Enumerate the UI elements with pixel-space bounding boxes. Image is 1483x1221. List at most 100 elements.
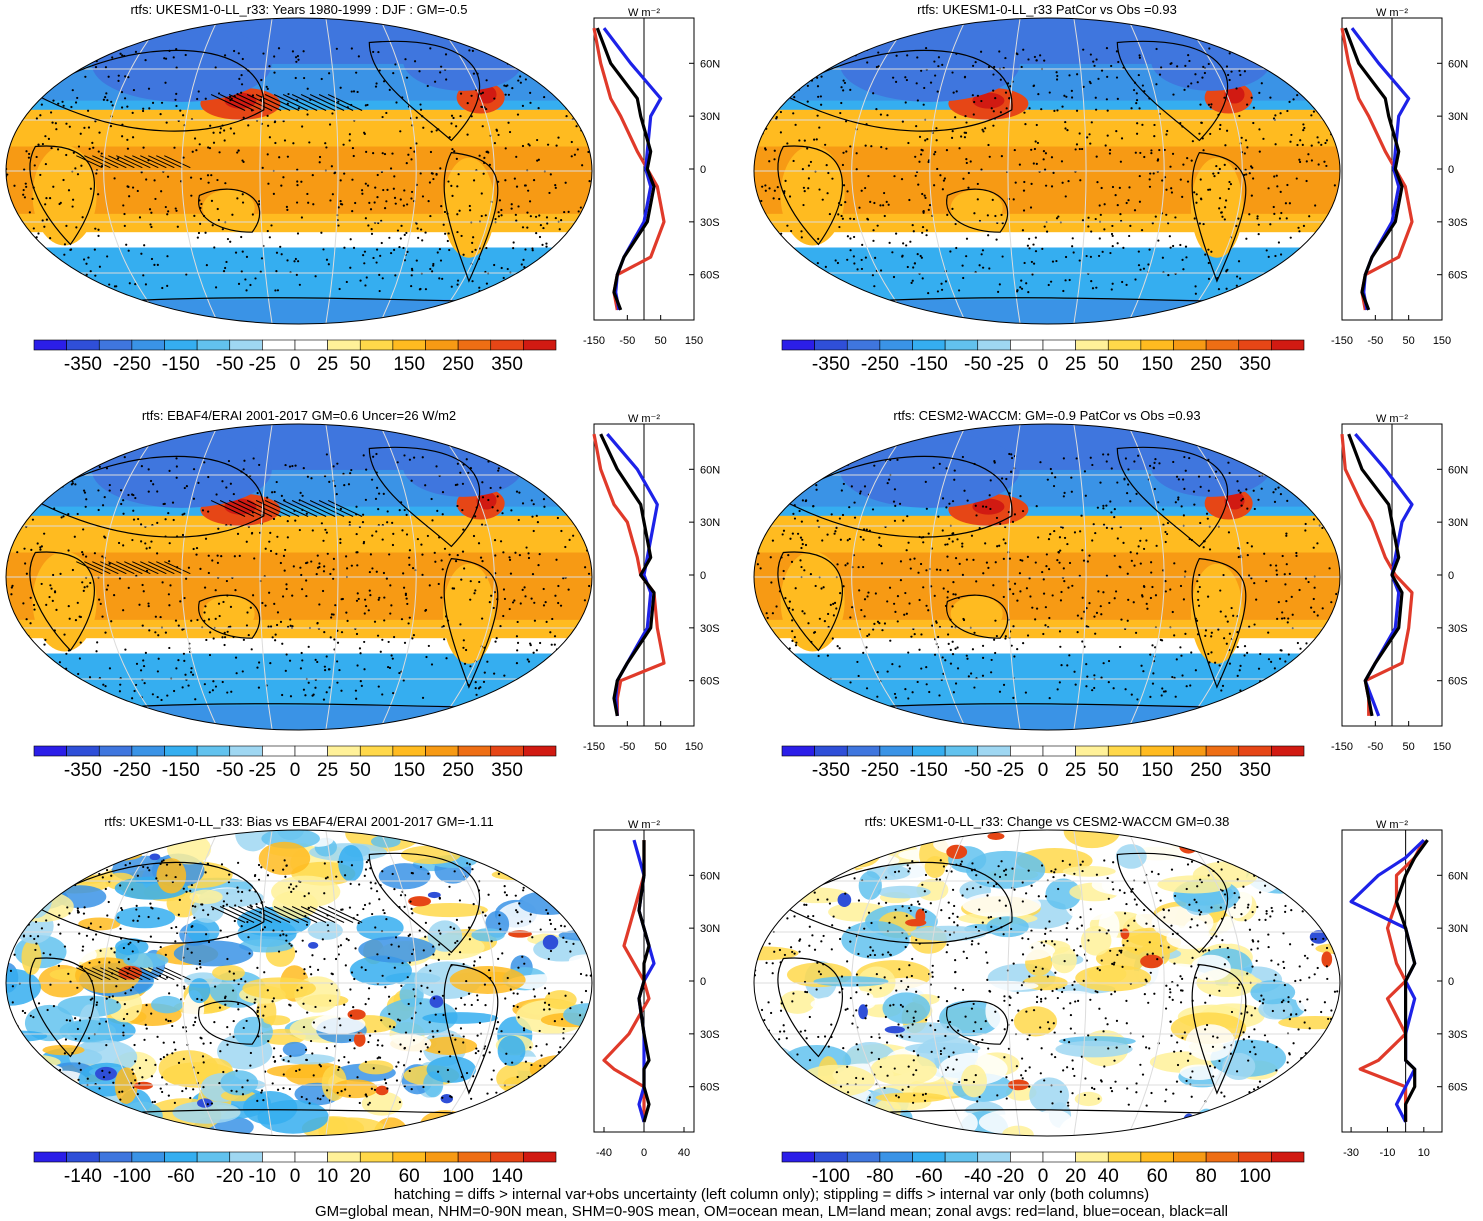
colorbar-swatch — [1042, 339, 1076, 351]
colorbar-label: -250 — [113, 354, 151, 375]
colorbar-swatch — [1271, 339, 1305, 351]
zonal-xtick-label: -150 — [583, 741, 605, 753]
zonal-mean-plot: W m⁻² 60N 30N 0 30S 60S -150 -50 50 150 — [1331, 413, 1468, 753]
panel-title: rtfs: UKESM1-0-LL_r33: Change vs CESM2-W… — [865, 814, 1230, 829]
colorbar-swatch — [490, 745, 524, 757]
zonal-xtick-label: -150 — [1331, 741, 1353, 753]
zonal-mean-plot: W m⁻² 60N 30N 0 30S 60S -150 -50 50 150 — [583, 7, 720, 347]
zonal-units: W m⁻² — [628, 413, 660, 425]
zonal-ytick-label: 60S — [700, 676, 720, 688]
colorbar-swatch — [33, 339, 67, 351]
zonal-xtick-label: -50 — [1367, 335, 1383, 347]
colorbar-swatch — [262, 745, 296, 757]
colorbar-label: -250 — [861, 354, 899, 375]
south-america-outline — [1191, 558, 1247, 689]
colorbar-swatch — [359, 1151, 394, 1163]
colorbar-label: -20 — [216, 1166, 243, 1187]
colorbar-swatch — [1205, 745, 1240, 757]
africa-outline — [777, 957, 843, 1058]
colorbar-label: 50 — [350, 354, 371, 375]
eurasia-outline — [782, 455, 1013, 538]
colorbar-label: 25 — [1065, 760, 1086, 781]
colorbar-swatch — [977, 745, 1011, 757]
africa-outline — [29, 957, 95, 1058]
colorbar-label: 0 — [1038, 1166, 1049, 1187]
colorbar-label: -50 — [216, 354, 243, 375]
colorbar-label: 350 — [1239, 760, 1271, 781]
australia-outline — [198, 188, 261, 233]
map-field — [754, 424, 1340, 730]
colorbar-label: -350 — [812, 760, 850, 781]
north-america-outline — [368, 40, 481, 142]
zonal-ytick-label: 30N — [1448, 517, 1468, 529]
colorbar-label: 50 — [1098, 760, 1119, 781]
colorbar-label: -50 — [216, 760, 243, 781]
colorbar-swatch — [66, 745, 100, 757]
africa-outline — [777, 551, 843, 652]
africa-outline — [29, 145, 95, 246]
colorbar-swatch — [392, 745, 426, 757]
colorbar-label: -150 — [910, 760, 948, 781]
zonal-units: W m⁻² — [628, 7, 660, 19]
colorbar-label: -250 — [861, 760, 899, 781]
colorbar: -350 -250 -150 -50 -25 0 25 50 150 250 350 — [33, 339, 557, 375]
colorbar-label: 250 — [442, 760, 474, 781]
colorbar-label: 50 — [350, 760, 371, 781]
colorbar-label: 100 — [442, 1166, 474, 1187]
colorbar-swatch — [1173, 339, 1207, 351]
africa-outline — [777, 145, 843, 246]
north-america-outline — [368, 852, 481, 954]
colorbar-label: 50 — [1098, 354, 1119, 375]
colorbar-label: 10 — [317, 1166, 338, 1187]
colorbar-label: -150 — [162, 354, 200, 375]
colorbar: -350 -250 -150 -50 -25 0 25 50 150 250 350 — [781, 745, 1305, 781]
panel-5: rtfs: UKESM1-0-LL_r33: Bias vs EBAF4/ERA… — [5, 814, 720, 1187]
australia-outline — [946, 594, 1009, 639]
colorbar-label: 25 — [317, 354, 338, 375]
colorbar-swatch — [1042, 1151, 1076, 1163]
panel-title: rtfs: UKESM1-0-LL_r33: Bias vs EBAF4/ERA… — [104, 814, 494, 829]
zonal-line-all — [595, 27, 656, 311]
colorbar-label: -100 — [812, 1166, 850, 1187]
zonal-frame — [1341, 829, 1443, 1133]
colorbar-label: -60 — [167, 1166, 194, 1187]
colorbar-label: -140 — [64, 1166, 102, 1187]
colorbar-swatch — [1271, 1151, 1305, 1163]
zonal-ytick-label: 0 — [1448, 570, 1454, 582]
map-field — [6, 830, 592, 1136]
colorbar-swatch — [1238, 1151, 1272, 1163]
colorbar: -140 -100 -60 -20 -10 0 10 20 60 100 140 — [33, 1151, 557, 1187]
colorbar-swatch — [425, 745, 459, 757]
colorbar-swatch — [1075, 1151, 1109, 1163]
colorbar-label: -25 — [249, 760, 276, 781]
panel-2: rtfs: UKESM1-0-LL_r33 PatCor vs Obs =0.9… — [753, 2, 1468, 375]
zonal-ytick-label: 30N — [700, 111, 720, 123]
zonal-line-all — [599, 433, 656, 717]
graticule — [754, 18, 1340, 324]
colorbar-swatch — [977, 339, 1011, 351]
colorbar-swatch — [781, 1151, 815, 1163]
colorbar-swatch — [196, 1151, 231, 1163]
colorbar-swatch — [1075, 339, 1109, 351]
colorbar-swatch — [814, 339, 848, 351]
australia-outline — [946, 1000, 1009, 1045]
colorbar-label: 0 — [1038, 354, 1049, 375]
zonal-xtick-label: 150 — [685, 741, 703, 753]
zonal-xtick-label: -50 — [1367, 741, 1383, 753]
australia-outline — [198, 594, 261, 639]
zonal-ytick-label: 0 — [1448, 164, 1454, 176]
colorbar-label: -250 — [113, 760, 151, 781]
eurasia-outline — [34, 49, 265, 132]
zonal-ytick-label: 60S — [1448, 1082, 1468, 1094]
colorbar-swatch — [879, 339, 913, 351]
panel-6: rtfs: UKESM1-0-LL_r33: Change vs CESM2-W… — [753, 814, 1468, 1187]
colorbar-swatch — [457, 745, 492, 757]
footer-line-2: GM=global mean, NHM=0-90N mean, SHM=0-90… — [314, 1203, 1228, 1220]
colorbar-swatch — [164, 1151, 198, 1163]
zonal-ytick-label: 60S — [1448, 676, 1468, 688]
colorbar-label: -150 — [910, 354, 948, 375]
colorbar-swatch — [846, 339, 881, 351]
colorbar-swatch — [1271, 745, 1305, 757]
colorbar-swatch — [359, 339, 394, 351]
map-border — [753, 17, 1341, 325]
